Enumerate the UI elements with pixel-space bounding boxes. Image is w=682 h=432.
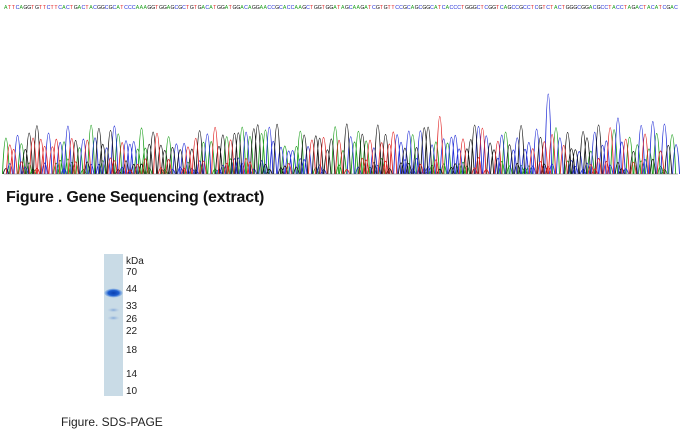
trace-C (6, 93, 680, 175)
marker-label: 44 (126, 284, 138, 295)
faint-band (107, 315, 120, 321)
marker-label: 18 (126, 345, 138, 356)
chromatogram-traces (2, 93, 680, 175)
protein-band (104, 288, 123, 298)
marker-label: 22 (126, 326, 138, 337)
trace-G (2, 123, 673, 175)
marker-label: 26 (126, 314, 138, 325)
marker-label: 14 (126, 369, 138, 380)
sequencing-chromatogram: ATTCAGGTGTTCTTCACTGACTACGGCGCATCCCAAAGGT… (2, 5, 680, 175)
marker-label: 70 (126, 267, 138, 278)
gene-sequencing-caption: Figure . Gene Sequencing (extract) (6, 189, 265, 206)
marker-label: 10 (126, 386, 138, 397)
trace-A (2, 124, 677, 175)
sds-page-caption: Figure. SDS-PAGE (61, 415, 163, 429)
base-call-text: ATTCAGGTGTTCTTCACTGACTACGGCGCATCCCAAAGGT… (4, 5, 678, 11)
gel-lane (104, 254, 123, 396)
kda-unit-label: kDa (126, 256, 144, 267)
faint-band (107, 307, 120, 313)
marker-label: 33 (126, 301, 138, 312)
trace-T (5, 116, 665, 175)
base-call-sequence: ATTCAGGTGTTCTTCACTGACTACGGCGCATCCCAAAGGT… (4, 5, 678, 11)
